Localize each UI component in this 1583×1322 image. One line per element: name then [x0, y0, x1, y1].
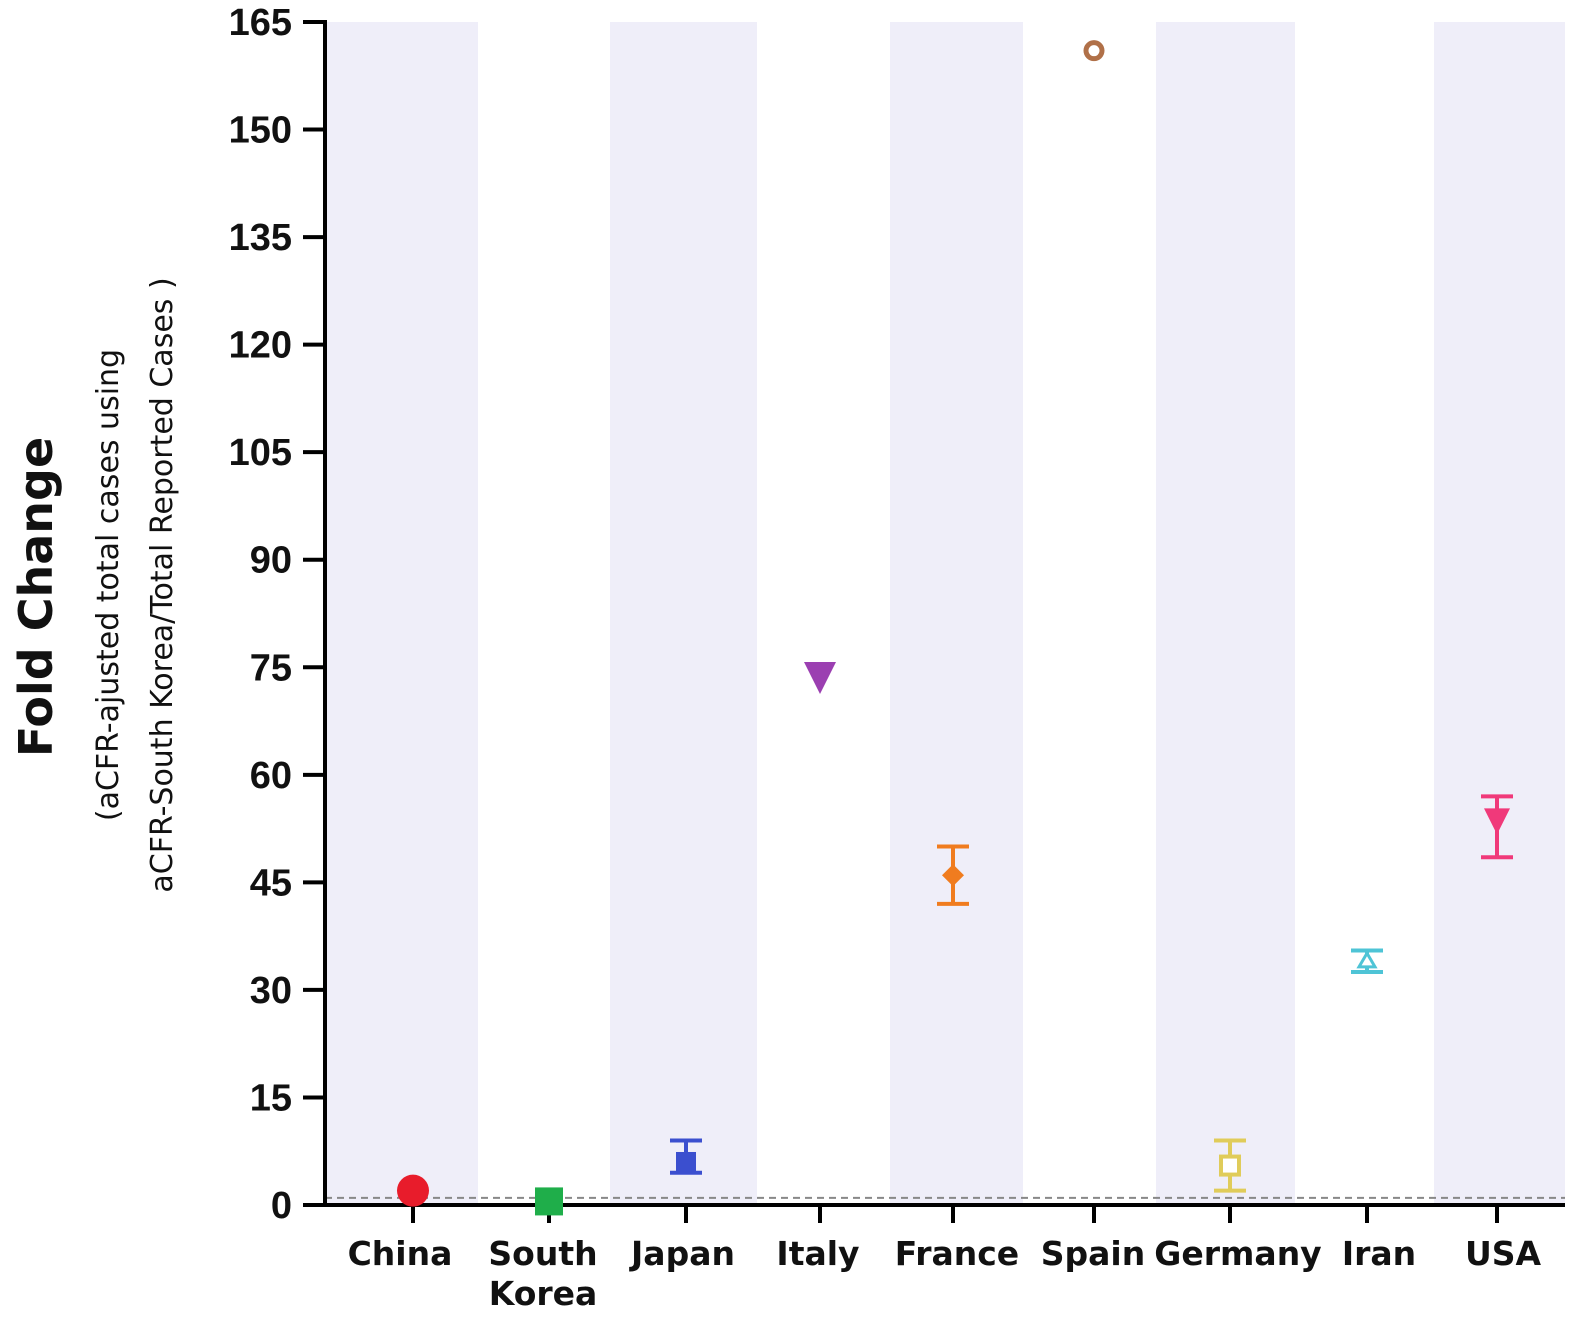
x-tick-label-south-korea-1: South — [488, 1234, 597, 1273]
band-japan — [610, 22, 757, 1205]
x-tick-label-china: China — [348, 1234, 453, 1273]
y-axis-ticks: 0 15 30 45 60 75 90 105 120 135 150 165 — [229, 2, 325, 1227]
band-france — [890, 22, 1023, 1205]
y-tick-label-165: 165 — [229, 2, 292, 44]
band-spain — [1023, 22, 1156, 1205]
data-point-usa — [1484, 808, 1510, 835]
y-axis-sublabel-line-2: aCFR-South Korea/Total Reported Cases ) — [145, 277, 180, 892]
x-tick-label-japan: Japan — [629, 1234, 735, 1273]
band-germany — [1156, 22, 1295, 1205]
y-tick-label-135: 135 — [229, 217, 292, 259]
data-point-iran — [1356, 950, 1378, 969]
y-tick-label-150: 150 — [229, 110, 292, 152]
data-point-china — [397, 1174, 429, 1207]
data-point-south-korea — [535, 1187, 563, 1216]
x-tick-label-germany: Germany — [1154, 1234, 1321, 1273]
data-point-japan — [676, 1151, 696, 1172]
data-point-france — [942, 864, 964, 887]
x-tick-label-south-korea-2: Korea — [489, 1274, 598, 1313]
y-tick-label-75: 75 — [250, 647, 292, 689]
y-tick-label-15: 15 — [250, 1077, 292, 1119]
y-tick-label-45: 45 — [250, 862, 292, 904]
band-italy — [757, 22, 890, 1205]
x-tick-label-iran: Iran — [1342, 1234, 1416, 1273]
y-tick-label-0: 0 — [271, 1185, 292, 1227]
band-usa — [1434, 22, 1565, 1205]
background-bands — [325, 22, 1565, 1205]
y-tick-label-60: 60 — [250, 755, 292, 797]
y-tick-label-90: 90 — [250, 540, 292, 582]
band-iran — [1295, 22, 1434, 1205]
band-south-korea — [478, 22, 610, 1205]
x-tick-label-spain: Spain — [1041, 1234, 1145, 1273]
data-point-spain — [1083, 40, 1105, 62]
y-tick-label-120: 120 — [229, 325, 292, 367]
band-china — [325, 22, 478, 1205]
data-point-germany — [1219, 1154, 1241, 1177]
x-tick-label-france: France — [895, 1234, 1019, 1273]
y-axis-label: Fold Change — [9, 437, 63, 757]
y-axis-label-group: Fold Change (aCFR-ajusted total cases us… — [9, 277, 180, 892]
y-axis-sublabel-line-1: (aCFR-ajusted total cases using — [91, 349, 126, 821]
y-tick-label-30: 30 — [250, 970, 292, 1012]
y-tick-label-105: 105 — [229, 432, 292, 474]
x-tick-label-usa: USA — [1465, 1234, 1542, 1273]
data-point-italy — [804, 662, 836, 695]
data-points — [397, 40, 1513, 1216]
axes — [323, 20, 1565, 1207]
x-tick-label-italy: Italy — [776, 1234, 859, 1273]
